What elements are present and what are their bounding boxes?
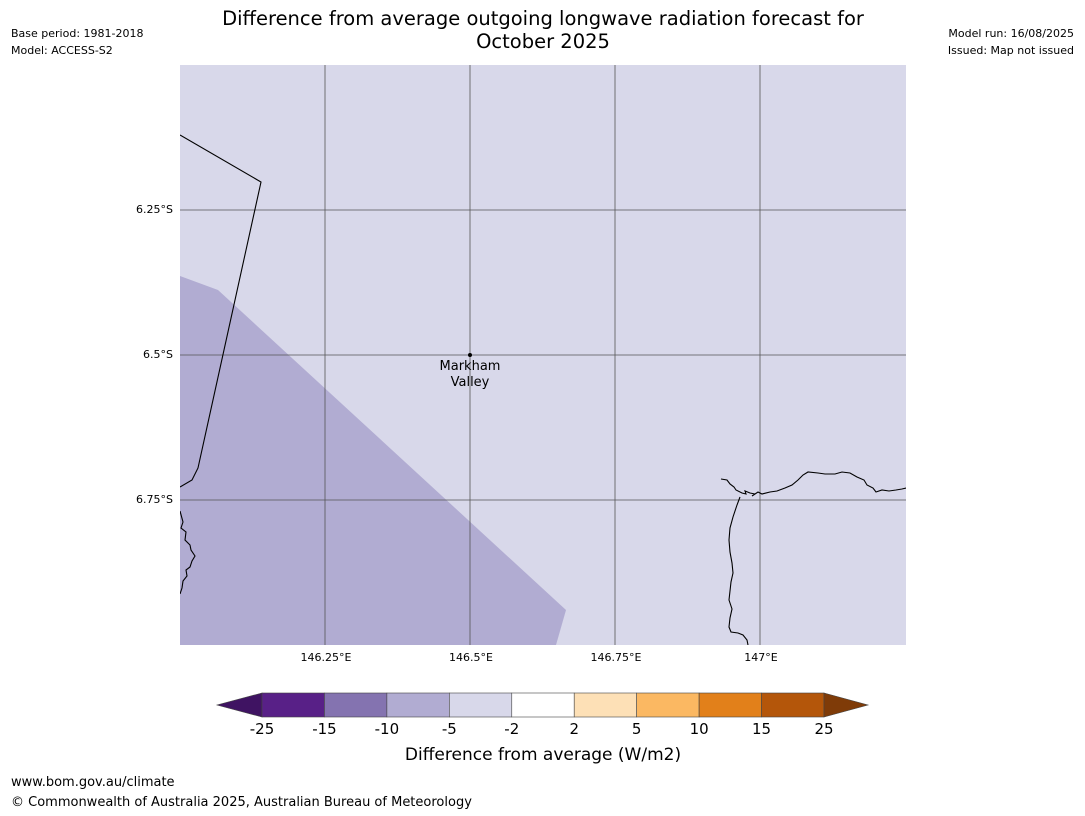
lat-label-6-25: 6.25°S [136, 203, 173, 216]
coastlines [180, 134, 906, 645]
colorbar-swatch-1 [261, 692, 325, 718]
colorbar-swatch-3 [386, 692, 450, 718]
colorbar-tick-4: -2 [504, 720, 520, 738]
colorbar-tick-9: 25 [814, 720, 834, 738]
footer-copyright: © Commonwealth of Australia 2025, Austra… [11, 795, 472, 810]
issued-text: Issued: Map not issued [947, 44, 1074, 57]
markham-valley-marker [468, 353, 472, 357]
colorbar-tick-8: 15 [752, 720, 772, 738]
negative-anomaly-region [180, 276, 566, 645]
graticule [180, 65, 906, 645]
metadata-left: Base period: 1981-2018 Model: ACCESS-S2 [11, 25, 143, 59]
lon-label-146-5: 146.5°E [449, 651, 493, 664]
colorbar-tick-1: -15 [312, 720, 337, 738]
colorbar-swatch-6 [573, 692, 637, 718]
place-label-markham-valley: Markham Valley [440, 359, 501, 391]
markham-river [728, 496, 749, 645]
lon-label-146-75: 146.75°E [590, 651, 642, 664]
base-period-text: Base period: 1981-2018 [11, 27, 144, 40]
colorbar-extend-high [823, 692, 870, 718]
colorbar-swatch-9 [761, 692, 825, 718]
map-frame [180, 65, 906, 645]
metadata-right: Model run: 16/08/2025 Issued: Map not is… [948, 25, 1074, 59]
colorbar [215, 692, 870, 718]
colorbar-swatch-7 [636, 692, 700, 718]
colorbar-extend-low [215, 692, 263, 718]
colorbar-swatch-5 [511, 692, 575, 718]
colorbar-tick-6: 5 [631, 720, 642, 738]
province-boundary [180, 134, 262, 488]
model-text: Model: ACCESS-S2 [11, 44, 113, 57]
huon-gulf-coastline [720, 471, 906, 497]
colorbar-swatch-8 [698, 692, 762, 718]
colorbar-tick-2: -10 [374, 720, 400, 738]
lat-label-6-5: 6.5°S [143, 348, 173, 361]
map-title-line1: Difference from average outgoing longwav… [222, 7, 864, 30]
colorbar-tick-7: 10 [689, 720, 709, 738]
colorbar-swatch-4 [449, 692, 513, 718]
colorbar-swatch-2 [324, 692, 388, 718]
west-coastline [180, 510, 196, 595]
lon-label-147: 147°E [744, 651, 778, 664]
place-label-line1: Markham [439, 359, 501, 374]
lon-label-146-25: 146.25°E [300, 651, 352, 664]
colorbar-tick-5: 2 [569, 720, 579, 738]
colorbar-tick-0: -25 [249, 720, 275, 738]
map-title: Difference from average outgoing longwav… [180, 7, 906, 53]
map-title-line2: October 2025 [476, 30, 610, 53]
model-run-text: Model run: 16/08/2025 [948, 27, 1074, 40]
place-label-line2: Valley [450, 375, 490, 390]
colorbar-tick-3: -5 [441, 720, 457, 738]
lat-label-6-75: 6.75°S [136, 493, 173, 506]
colorbar-label: Difference from average (W/m2) [404, 745, 682, 765]
footer-url[interactable]: www.bom.gov.au/climate [11, 775, 175, 790]
